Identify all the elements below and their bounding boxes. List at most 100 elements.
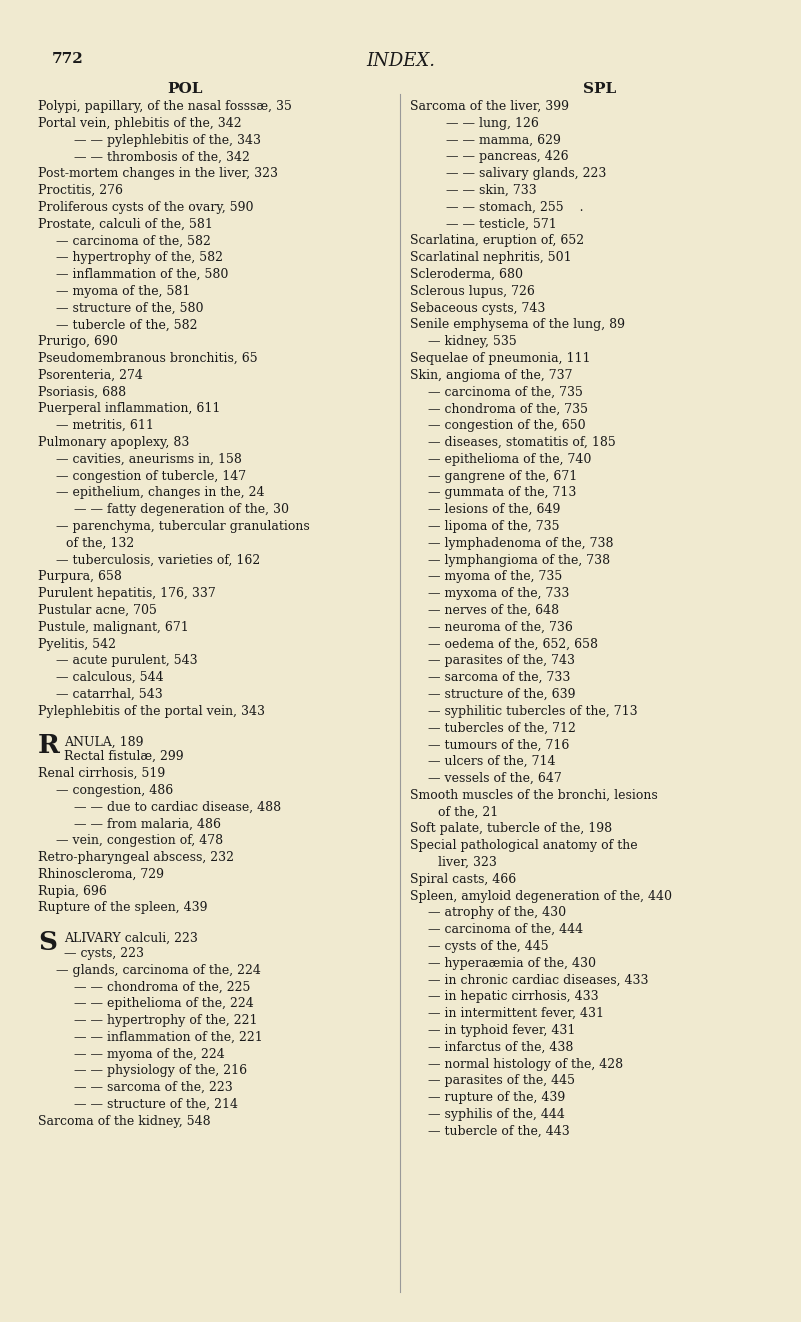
Text: — kidney, 535: — kidney, 535 — [428, 336, 517, 348]
Text: Smooth muscles of the bronchi, lesions: Smooth muscles of the bronchi, lesions — [410, 789, 658, 802]
Text: — ulcers of the, 714: — ulcers of the, 714 — [428, 755, 556, 768]
Text: — carcinoma of the, 735: — carcinoma of the, 735 — [428, 386, 583, 399]
Text: — metritis, 611: — metritis, 611 — [56, 419, 154, 432]
Text: — — fatty degeneration of the, 30: — — fatty degeneration of the, 30 — [74, 504, 289, 516]
Text: Scarlatina, eruption of, 652: Scarlatina, eruption of, 652 — [410, 234, 584, 247]
Text: Proliferous cysts of the ovary, 590: Proliferous cysts of the ovary, 590 — [38, 201, 253, 214]
Text: — tubercle of the, 443: — tubercle of the, 443 — [428, 1125, 570, 1138]
Text: Prostate, calculi of the, 581: Prostate, calculi of the, 581 — [38, 218, 213, 230]
Text: — — from malaria, 486: — — from malaria, 486 — [74, 817, 221, 830]
Text: — — physiology of the, 216: — — physiology of the, 216 — [74, 1064, 248, 1077]
Text: — lymphadenoma of the, 738: — lymphadenoma of the, 738 — [428, 537, 614, 550]
Text: Scarlatinal nephritis, 501: Scarlatinal nephritis, 501 — [410, 251, 572, 264]
Text: Pulmonary apoplexy, 83: Pulmonary apoplexy, 83 — [38, 436, 189, 449]
Text: — — stomach, 255    .: — — stomach, 255 . — [446, 201, 583, 214]
Text: — epithelium, changes in the, 24: — epithelium, changes in the, 24 — [56, 486, 264, 500]
Text: — calculous, 544: — calculous, 544 — [56, 672, 163, 685]
Text: — — epithelioma of the, 224: — — epithelioma of the, 224 — [74, 997, 254, 1010]
Text: — acute purulent, 543: — acute purulent, 543 — [56, 654, 198, 668]
Text: Purulent hepatitis, 176, 337: Purulent hepatitis, 176, 337 — [38, 587, 215, 600]
Text: — — structure of the, 214: — — structure of the, 214 — [74, 1097, 238, 1110]
Text: — in intermittent fever, 431: — in intermittent fever, 431 — [428, 1007, 604, 1021]
Text: — normal histology of the, 428: — normal histology of the, 428 — [428, 1058, 623, 1071]
Text: — tumours of the, 716: — tumours of the, 716 — [428, 739, 570, 751]
Text: — in hepatic cirrhosis, 433: — in hepatic cirrhosis, 433 — [428, 990, 598, 1003]
Text: R: R — [38, 734, 60, 759]
Text: Pyelitis, 542: Pyelitis, 542 — [38, 637, 116, 650]
Text: Skin, angioma of the, 737: Skin, angioma of the, 737 — [410, 369, 573, 382]
Text: Puerperal inflammation, 611: Puerperal inflammation, 611 — [38, 402, 220, 415]
Text: Sebaceous cysts, 743: Sebaceous cysts, 743 — [410, 301, 545, 315]
Text: Pylephlebitis of the portal vein, 343: Pylephlebitis of the portal vein, 343 — [38, 705, 265, 718]
Text: — tuberculosis, varieties of, 162: — tuberculosis, varieties of, 162 — [56, 554, 260, 567]
Text: Pustule, malignant, 671: Pustule, malignant, 671 — [38, 621, 189, 633]
Text: — cavities, aneurisms in, 158: — cavities, aneurisms in, 158 — [56, 453, 242, 465]
Text: — atrophy of the, 430: — atrophy of the, 430 — [428, 907, 566, 919]
Text: — myoma of the, 735: — myoma of the, 735 — [428, 570, 562, 583]
Text: ANULA, 189: ANULA, 189 — [64, 735, 143, 748]
Text: — congestion of the, 650: — congestion of the, 650 — [428, 419, 586, 432]
Text: Rhinoscleroma, 729: Rhinoscleroma, 729 — [38, 867, 164, 880]
Text: — — lung, 126: — — lung, 126 — [446, 116, 539, 130]
Text: — myoma of the, 581: — myoma of the, 581 — [56, 284, 191, 297]
Text: — structure of the, 580: — structure of the, 580 — [56, 301, 203, 315]
Text: Soft palate, tubercle of the, 198: Soft palate, tubercle of the, 198 — [410, 822, 612, 836]
Text: POL: POL — [167, 82, 203, 97]
Text: Rupture of the spleen, 439: Rupture of the spleen, 439 — [38, 902, 207, 915]
Text: Post-mortem changes in the liver, 323: Post-mortem changes in the liver, 323 — [38, 167, 278, 180]
Text: — myxoma of the, 733: — myxoma of the, 733 — [428, 587, 570, 600]
Text: — in typhoid fever, 431: — in typhoid fever, 431 — [428, 1025, 575, 1036]
Text: — hypertrophy of the, 582: — hypertrophy of the, 582 — [56, 251, 223, 264]
Text: — glands, carcinoma of the, 224: — glands, carcinoma of the, 224 — [56, 964, 261, 977]
Text: — oedema of the, 652, 658: — oedema of the, 652, 658 — [428, 637, 598, 650]
Text: Sequelae of pneumonia, 111: Sequelae of pneumonia, 111 — [410, 352, 590, 365]
Text: — — myoma of the, 224: — — myoma of the, 224 — [74, 1047, 225, 1060]
Text: Pseudomembranous bronchitis, 65: Pseudomembranous bronchitis, 65 — [38, 352, 258, 365]
Text: Psoriasis, 688: Psoriasis, 688 — [38, 386, 126, 399]
Text: Portal vein, phlebitis of the, 342: Portal vein, phlebitis of the, 342 — [38, 116, 242, 130]
Text: Sarcoma of the liver, 399: Sarcoma of the liver, 399 — [410, 100, 569, 112]
Text: Special pathological anatomy of the: Special pathological anatomy of the — [410, 839, 638, 853]
Text: — — due to cardiac disease, 488: — — due to cardiac disease, 488 — [74, 801, 281, 813]
Text: — congestion, 486: — congestion, 486 — [56, 784, 173, 797]
Text: — nerves of the, 648: — nerves of the, 648 — [428, 604, 559, 617]
Text: — — hypertrophy of the, 221: — — hypertrophy of the, 221 — [74, 1014, 257, 1027]
Text: Prurigo, 690: Prurigo, 690 — [38, 336, 118, 348]
Text: — — salivary glands, 223: — — salivary glands, 223 — [446, 167, 606, 180]
Text: Psorenteria, 274: Psorenteria, 274 — [38, 369, 143, 382]
Text: — — testicle, 571: — — testicle, 571 — [446, 218, 557, 230]
Text: — congestion of tubercle, 147: — congestion of tubercle, 147 — [56, 469, 246, 483]
Text: — diseases, stomatitis of, 185: — diseases, stomatitis of, 185 — [428, 436, 616, 449]
Text: of the, 21: of the, 21 — [438, 805, 498, 818]
Text: Proctitis, 276: Proctitis, 276 — [38, 184, 123, 197]
Text: — — pancreas, 426: — — pancreas, 426 — [446, 151, 569, 164]
Text: — lymphangioma of the, 738: — lymphangioma of the, 738 — [428, 554, 610, 567]
Text: — parasites of the, 445: — parasites of the, 445 — [428, 1075, 575, 1088]
Text: — syphilitic tubercles of the, 713: — syphilitic tubercles of the, 713 — [428, 705, 638, 718]
Text: 772: 772 — [52, 52, 84, 66]
Text: Pustular acne, 705: Pustular acne, 705 — [38, 604, 157, 617]
Text: — hyperaæmia of the, 430: — hyperaæmia of the, 430 — [428, 957, 596, 970]
Text: — — skin, 733: — — skin, 733 — [446, 184, 537, 197]
Text: Rupia, 696: Rupia, 696 — [38, 884, 107, 898]
Text: — — mamma, 629: — — mamma, 629 — [446, 134, 561, 147]
Text: of the, 132: of the, 132 — [66, 537, 135, 550]
Text: liver, 323: liver, 323 — [438, 857, 497, 869]
Text: — lesions of the, 649: — lesions of the, 649 — [428, 504, 561, 516]
Text: — infarctus of the, 438: — infarctus of the, 438 — [428, 1040, 574, 1054]
Text: — rupture of the, 439: — rupture of the, 439 — [428, 1091, 566, 1104]
Text: — syphilis of the, 444: — syphilis of the, 444 — [428, 1108, 565, 1121]
Text: Sclerous lupus, 726: Sclerous lupus, 726 — [410, 284, 535, 297]
Text: — tubercles of the, 712: — tubercles of the, 712 — [428, 722, 576, 735]
Text: — cysts, 223: — cysts, 223 — [64, 947, 144, 960]
Text: — vessels of the, 647: — vessels of the, 647 — [428, 772, 562, 785]
Text: — — thrombosis of the, 342: — — thrombosis of the, 342 — [74, 151, 250, 164]
Text: ALIVARY calculi, 223: ALIVARY calculi, 223 — [64, 932, 198, 945]
Text: Scleroderma, 680: Scleroderma, 680 — [410, 268, 523, 282]
Text: Spiral casts, 466: Spiral casts, 466 — [410, 873, 517, 886]
Text: — cysts of the, 445: — cysts of the, 445 — [428, 940, 549, 953]
Text: Polypi, papillary, of the nasal fosssæ, 35: Polypi, papillary, of the nasal fosssæ, … — [38, 100, 292, 112]
Text: — vein, congestion of, 478: — vein, congestion of, 478 — [56, 834, 223, 847]
Text: — lipoma of the, 735: — lipoma of the, 735 — [428, 520, 560, 533]
Text: INDEX.: INDEX. — [367, 52, 436, 70]
